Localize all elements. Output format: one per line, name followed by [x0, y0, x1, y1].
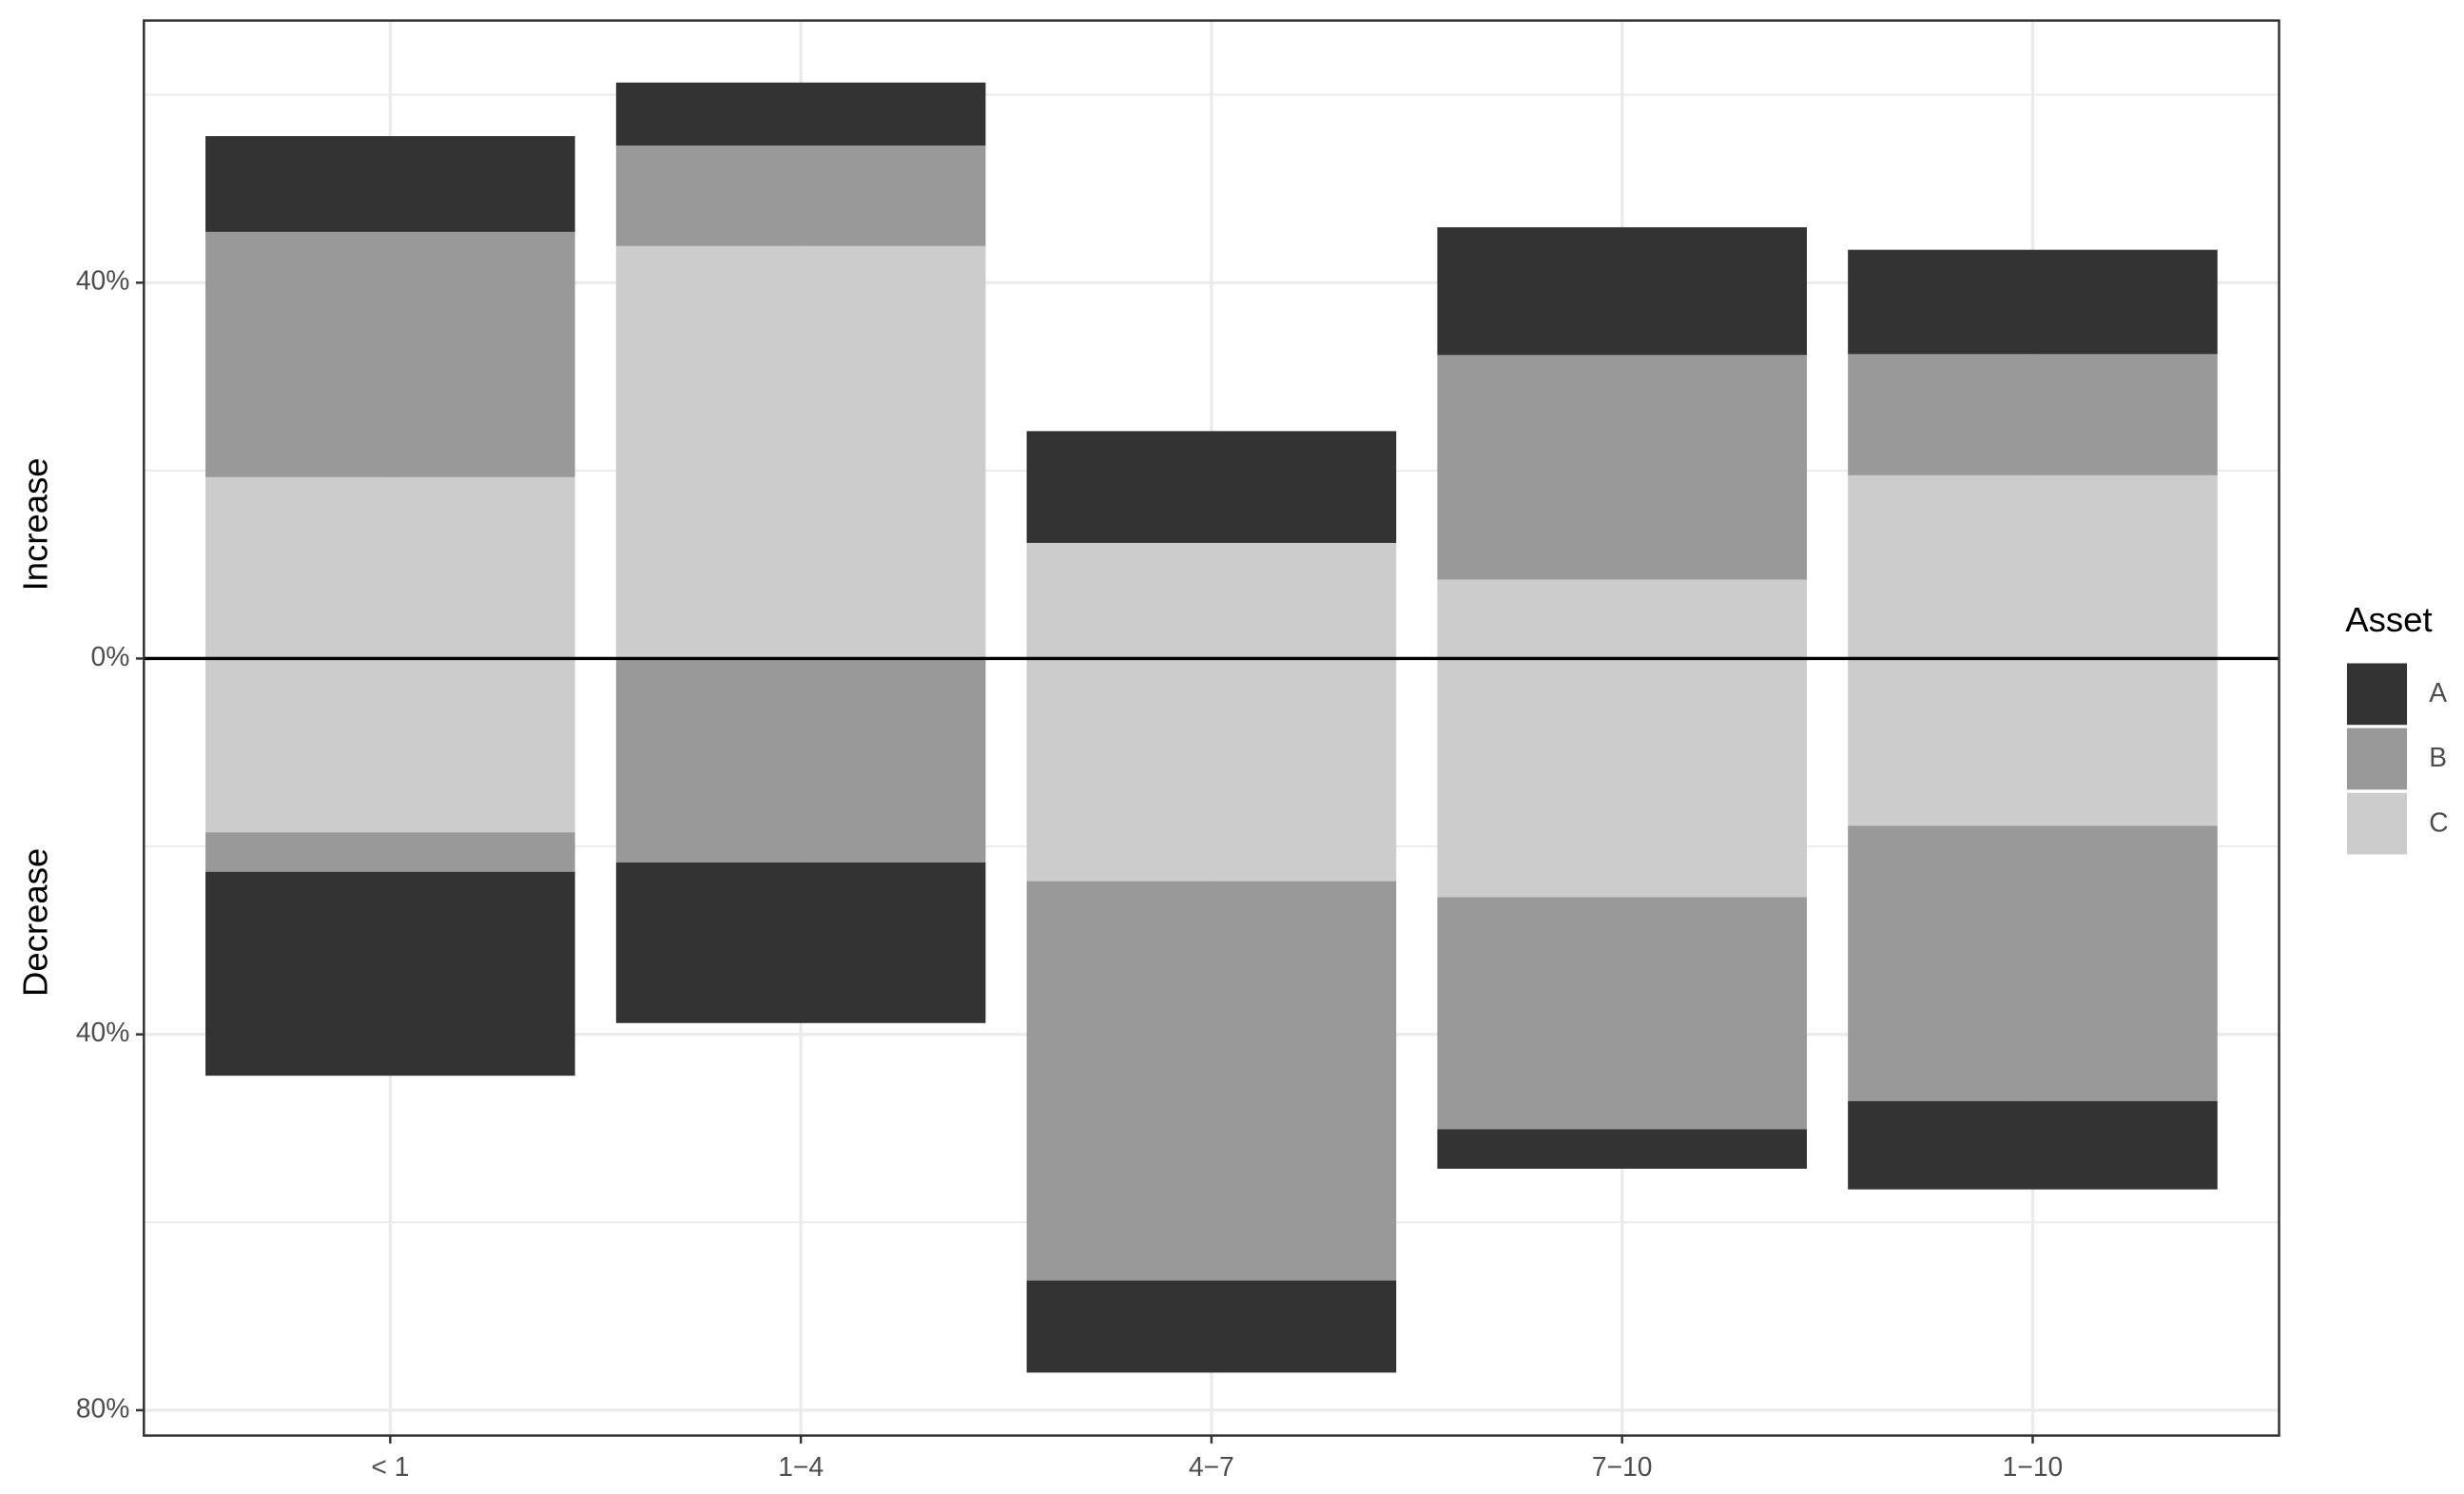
bar-segment	[615, 145, 986, 246]
bar-segment	[1848, 1100, 2218, 1190]
bar-segment	[205, 658, 575, 833]
bar-segment	[1026, 542, 1397, 659]
bar-segment	[1026, 881, 1397, 1281]
y-label-up: Increase	[16, 457, 55, 591]
bar-segment	[615, 245, 986, 659]
bar-segment	[1848, 825, 2218, 1101]
legend-swatch	[2346, 663, 2408, 726]
x-tick-label: 7−10	[1592, 1451, 1653, 1482]
legend-label: C	[2429, 806, 2448, 837]
y-label-down: Decrease	[16, 848, 55, 997]
bar-segment	[615, 862, 986, 1023]
bar-segment	[1848, 658, 2218, 826]
x-tick-label: 4−7	[1189, 1451, 1234, 1482]
bar-segment	[1437, 1129, 1807, 1169]
bar-segment	[615, 658, 986, 863]
bar-segment	[1848, 354, 2218, 475]
bar-segment	[1437, 658, 1807, 898]
bar-segment	[1437, 579, 1807, 659]
bar-segment	[1848, 249, 2218, 355]
bar-segment	[205, 136, 575, 232]
y-tick-label: 0%	[91, 641, 130, 671]
legend-label: A	[2429, 677, 2447, 708]
bar-segment	[1437, 355, 1807, 580]
bar-segment	[1026, 431, 1397, 543]
y-tick-label: 80%	[76, 1392, 129, 1423]
bar-segment	[205, 231, 575, 477]
y-tick-label: 40%	[76, 1017, 129, 1047]
legend-label: B	[2429, 742, 2447, 772]
bar-segment	[1437, 226, 1807, 356]
bar-segment	[1848, 475, 2218, 659]
bar-segment	[205, 476, 575, 659]
y-tick-label: 40%	[76, 265, 129, 296]
bar-segment	[205, 871, 575, 1077]
bar-segment	[1026, 1280, 1397, 1373]
legend-title: Asset	[2345, 600, 2432, 639]
x-tick-label: 1−10	[2003, 1451, 2064, 1482]
bar-segment	[205, 832, 575, 872]
plot-border	[143, 19, 2280, 1437]
legend-swatch	[2346, 792, 2408, 855]
x-tick-label: < 1	[371, 1451, 409, 1482]
bar-segment	[1437, 897, 1807, 1130]
legend-swatch	[2346, 728, 2408, 790]
bar-segment	[1026, 658, 1397, 882]
bar-segment	[615, 82, 986, 146]
x-tick-label: 1−4	[778, 1451, 824, 1482]
